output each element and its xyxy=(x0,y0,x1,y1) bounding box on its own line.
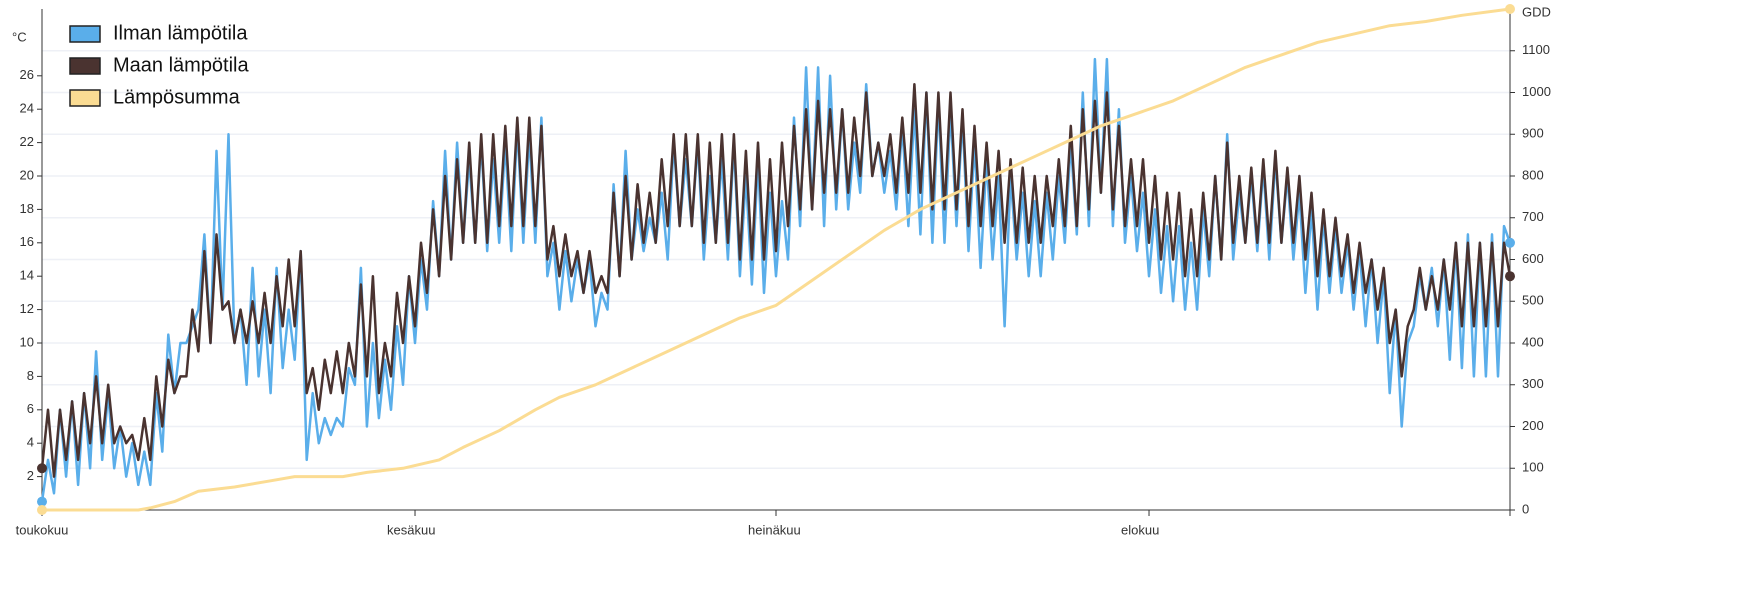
series-line xyxy=(40,82,1512,478)
y-axis-label: °C xyxy=(12,29,27,44)
legend-swatch xyxy=(69,89,101,107)
x-tick-label: kesäkuu xyxy=(387,522,435,537)
end-marker xyxy=(1505,237,1515,248)
y-tick-label: 6 xyxy=(27,401,34,416)
y-tick-label: 10 xyxy=(20,334,34,349)
end-marker xyxy=(1505,271,1515,282)
end-marker xyxy=(1505,4,1515,14)
y2-axis-label: GDD xyxy=(1522,4,1551,19)
y-tick-label: 14 xyxy=(20,268,34,283)
y-tick-label: 12 xyxy=(20,301,34,316)
legend-swatch xyxy=(69,25,101,43)
y2-tick-label: 0 xyxy=(1522,501,1529,516)
x-tick-label: toukokuu xyxy=(16,522,69,537)
legend-label: Maan lämpötila xyxy=(113,54,250,76)
legend-label: Ilman lämpötila xyxy=(113,22,248,44)
y2-tick-label: 300 xyxy=(1522,376,1544,391)
series-line xyxy=(42,7,1511,512)
y2-tick-label: 700 xyxy=(1522,209,1544,224)
x-tick-label: heinäkuu xyxy=(748,522,801,537)
y2-tick-label: 1100 xyxy=(1522,42,1550,57)
y-tick-label: 8 xyxy=(27,368,34,383)
y2-tick-label: 800 xyxy=(1522,167,1544,182)
end-marker xyxy=(37,505,47,515)
y2-tick-label: 900 xyxy=(1522,126,1544,141)
y-tick-label: 20 xyxy=(20,167,34,182)
y-tick-label: 24 xyxy=(20,101,34,116)
series-line xyxy=(40,57,1512,502)
legend-label: Lämpösumma xyxy=(113,86,241,108)
y2-tick-label: 400 xyxy=(1522,334,1544,349)
legend-swatch xyxy=(69,57,101,75)
y2-tick-label: 100 xyxy=(1522,460,1544,475)
y-tick-label: 26 xyxy=(20,67,34,82)
x-tick-label: elokuu xyxy=(1121,522,1159,537)
y-tick-label: 4 xyxy=(27,435,34,450)
end-marker xyxy=(37,463,47,474)
y2-tick-label: 600 xyxy=(1522,251,1544,266)
y2-tick-label: 500 xyxy=(1522,293,1544,308)
y-tick-label: 22 xyxy=(20,134,34,149)
y2-tick-label: 1000 xyxy=(1522,84,1551,99)
y-tick-label: 2 xyxy=(27,468,34,483)
y2-tick-label: 200 xyxy=(1522,418,1544,433)
y-tick-label: 18 xyxy=(20,201,34,216)
end-marker xyxy=(37,496,47,507)
y-tick-label: 16 xyxy=(20,234,34,249)
